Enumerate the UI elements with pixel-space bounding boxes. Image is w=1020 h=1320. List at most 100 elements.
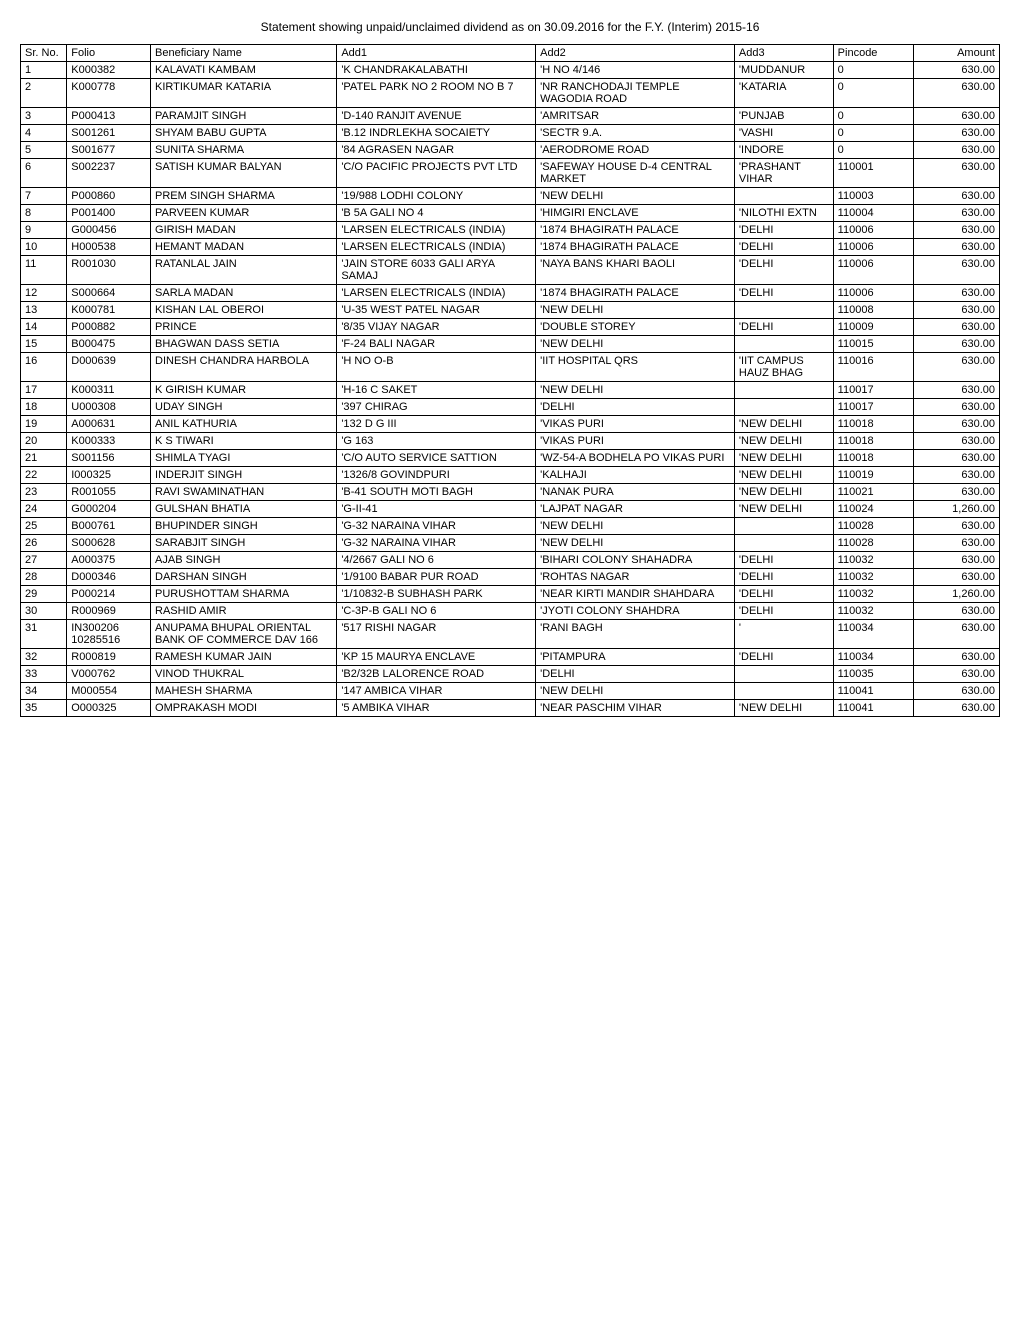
cell-add1: '4/2667 GALI NO 6 xyxy=(337,552,536,569)
table-row: 26S000628SARABJIT SINGH'G-32 NARAINA VIH… xyxy=(21,535,1000,552)
cell-add1: '1/10832-B SUBHASH PARK xyxy=(337,586,536,603)
table-row: 12S000664SARLA MADAN'LARSEN ELECTRICALS … xyxy=(21,285,1000,302)
table-row: 2K000778KIRTIKUMAR KATARIA'PATEL PARK NO… xyxy=(21,79,1000,108)
cell-sr: 6 xyxy=(21,159,67,188)
cell-pin: 110018 xyxy=(833,433,913,450)
cell-sr: 9 xyxy=(21,222,67,239)
cell-name: ANIL KATHURIA xyxy=(151,416,337,433)
cell-amt: 630.00 xyxy=(913,302,999,319)
cell-amt: 630.00 xyxy=(913,450,999,467)
cell-amt: 630.00 xyxy=(913,142,999,159)
cell-name: MAHESH SHARMA xyxy=(151,683,337,700)
cell-name: ANUPAMA BHUPAL ORIENTAL BANK OF COMMERCE… xyxy=(151,620,337,649)
cell-sr: 26 xyxy=(21,535,67,552)
cell-add3: 'DELHI xyxy=(734,586,833,603)
cell-folio: K000311 xyxy=(67,382,151,399)
cell-name: RATANLAL JAIN xyxy=(151,256,337,285)
table-row: 14P000882PRINCE'8/35 VIJAY NAGAR'DOUBLE … xyxy=(21,319,1000,336)
cell-folio: R000819 xyxy=(67,649,151,666)
cell-add1: 'PATEL PARK NO 2 ROOM NO B 7 xyxy=(337,79,536,108)
table-row: 6S002237SATISH KUMAR BALYAN'C/O PACIFIC … xyxy=(21,159,1000,188)
cell-pin: 110004 xyxy=(833,205,913,222)
cell-add2: 'ROHTAS NAGAR xyxy=(536,569,735,586)
table-row: 1K000382KALAVATI KAMBAM'K CHANDRAKALABAT… xyxy=(21,62,1000,79)
table-row: 17K000311K GIRISH KUMAR'H-16 C SAKET'NEW… xyxy=(21,382,1000,399)
cell-sr: 23 xyxy=(21,484,67,501)
cell-add3 xyxy=(734,382,833,399)
table-row: 3P000413PARAMJIT SINGH'D-140 RANJIT AVEN… xyxy=(21,108,1000,125)
cell-folio: P000214 xyxy=(67,586,151,603)
cell-add2: 'PITAMPURA xyxy=(536,649,735,666)
cell-add1: 'G-32 NARAINA VIHAR xyxy=(337,518,536,535)
cell-name: VINOD THUKRAL xyxy=(151,666,337,683)
cell-add2: 'NANAK PURA xyxy=(536,484,735,501)
dividend-table: Sr. No. Folio Beneficiary Name Add1 Add2… xyxy=(20,44,1000,717)
cell-pin: 110024 xyxy=(833,501,913,518)
table-row: 24G000204GULSHAN BHATIA'G-II-41'LAJPAT N… xyxy=(21,501,1000,518)
cell-folio: B000761 xyxy=(67,518,151,535)
cell-pin: 110009 xyxy=(833,319,913,336)
header-amount: Amount xyxy=(913,45,999,62)
cell-add3: 'NILOTHI EXTN xyxy=(734,205,833,222)
cell-name: OMPRAKASH MODI xyxy=(151,700,337,717)
cell-folio: V000762 xyxy=(67,666,151,683)
cell-folio: S002237 xyxy=(67,159,151,188)
cell-add3 xyxy=(734,535,833,552)
cell-add2: 'KALHAJI xyxy=(536,467,735,484)
cell-pin: 0 xyxy=(833,62,913,79)
cell-pin: 110032 xyxy=(833,552,913,569)
cell-folio: IN300206 10285516 xyxy=(67,620,151,649)
cell-add2: 'VIKAS PURI xyxy=(536,433,735,450)
cell-add2: 'LAJPAT NAGAR xyxy=(536,501,735,518)
cell-add3: 'NEW DELHI xyxy=(734,501,833,518)
cell-add1: 'F-24 BALI NAGAR xyxy=(337,336,536,353)
cell-pin: 110034 xyxy=(833,649,913,666)
cell-add2: 'NEW DELHI xyxy=(536,382,735,399)
table-row: 10H000538HEMANT MADAN'LARSEN ELECTRICALS… xyxy=(21,239,1000,256)
cell-folio: R001055 xyxy=(67,484,151,501)
cell-amt: 630.00 xyxy=(913,222,999,239)
cell-amt: 630.00 xyxy=(913,285,999,302)
header-name: Beneficiary Name xyxy=(151,45,337,62)
cell-name: PARVEEN KUMAR xyxy=(151,205,337,222)
cell-pin: 110032 xyxy=(833,603,913,620)
cell-amt: 630.00 xyxy=(913,205,999,222)
cell-sr: 18 xyxy=(21,399,67,416)
cell-sr: 10 xyxy=(21,239,67,256)
cell-sr: 21 xyxy=(21,450,67,467)
cell-add2: 'NEW DELHI xyxy=(536,302,735,319)
table-body: 1K000382KALAVATI KAMBAM'K CHANDRAKALABAT… xyxy=(21,62,1000,717)
table-row: 11R001030RATANLAL JAIN'JAIN STORE 6033 G… xyxy=(21,256,1000,285)
cell-sr: 24 xyxy=(21,501,67,518)
cell-pin: 0 xyxy=(833,125,913,142)
table-row: 5S001677SUNITA SHARMA'84 AGRASEN NAGAR'A… xyxy=(21,142,1000,159)
cell-folio: B000475 xyxy=(67,336,151,353)
cell-folio: R000969 xyxy=(67,603,151,620)
cell-amt: 630.00 xyxy=(913,239,999,256)
cell-amt: 630.00 xyxy=(913,188,999,205)
cell-add3 xyxy=(734,683,833,700)
cell-folio: S001677 xyxy=(67,142,151,159)
cell-pin: 110008 xyxy=(833,302,913,319)
cell-name: BHUPINDER SINGH xyxy=(151,518,337,535)
cell-name: KISHAN LAL OBEROI xyxy=(151,302,337,319)
cell-folio: D000346 xyxy=(67,569,151,586)
cell-amt: 630.00 xyxy=(913,467,999,484)
cell-add1: 'B2/32B LALORENCE ROAD xyxy=(337,666,536,683)
cell-name: GULSHAN BHATIA xyxy=(151,501,337,518)
cell-amt: 630.00 xyxy=(913,518,999,535)
cell-add3 xyxy=(734,302,833,319)
cell-name: KIRTIKUMAR KATARIA xyxy=(151,79,337,108)
cell-add2: 'WZ-54-A BODHELA PO VIKAS PURI xyxy=(536,450,735,467)
cell-name: PARAMJIT SINGH xyxy=(151,108,337,125)
cell-amt: 630.00 xyxy=(913,382,999,399)
cell-add3: 'NEW DELHI xyxy=(734,416,833,433)
cell-amt: 630.00 xyxy=(913,79,999,108)
cell-amt: 630.00 xyxy=(913,125,999,142)
cell-folio: S001261 xyxy=(67,125,151,142)
table-row: 34M000554MAHESH SHARMA'147 AMBICA VIHAR'… xyxy=(21,683,1000,700)
cell-name: SARABJIT SINGH xyxy=(151,535,337,552)
cell-add1: 'JAIN STORE 6033 GALI ARYA SAMAJ xyxy=(337,256,536,285)
cell-pin: 110019 xyxy=(833,467,913,484)
cell-sr: 3 xyxy=(21,108,67,125)
